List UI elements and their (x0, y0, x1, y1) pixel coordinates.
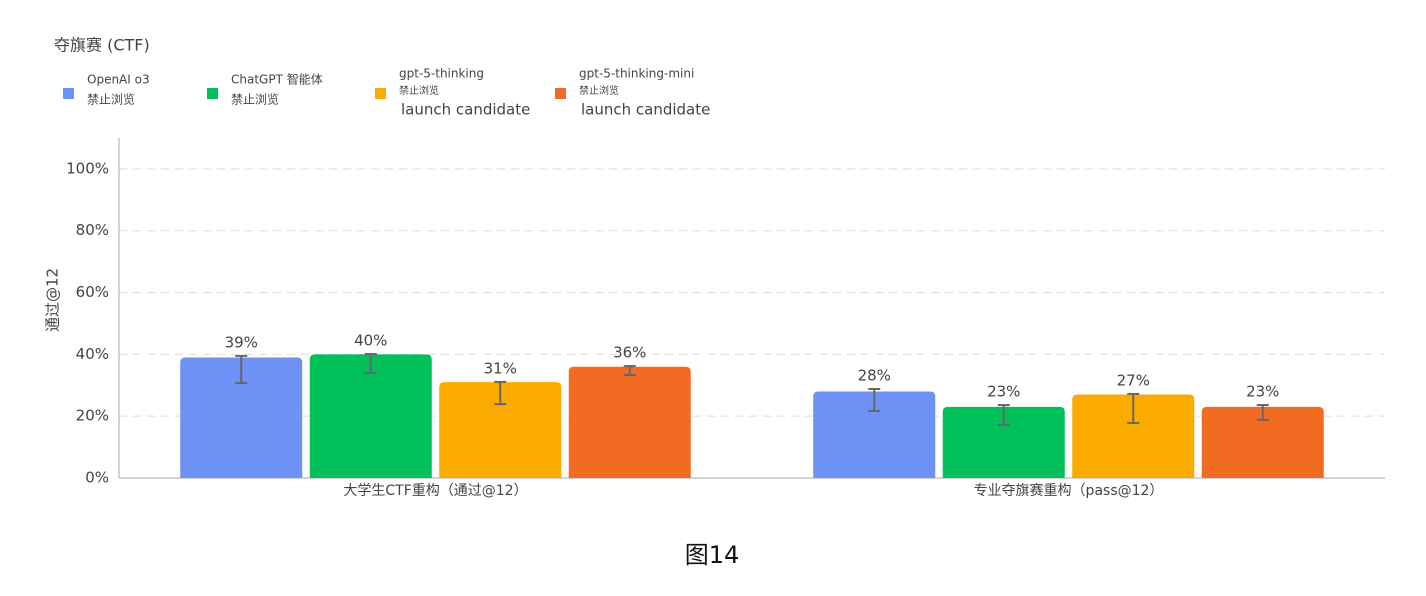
legend-label: launch candidate (581, 101, 710, 119)
legend-label: ChatGPT 智能体 (231, 72, 323, 87)
error-bar (868, 387, 881, 412)
bar (813, 391, 936, 478)
legend-label: 禁止浏览 (579, 84, 619, 97)
legend-label: gpt-5-thinking (399, 67, 484, 81)
bar (942, 406, 1065, 478)
value-label: 36% (613, 344, 646, 362)
bar (180, 357, 303, 478)
bar (439, 382, 562, 478)
error-bar (1256, 404, 1269, 421)
legend-label: 禁止浏览 (231, 92, 279, 107)
legend-label: 禁止浏览 (87, 92, 135, 107)
caption: 图14 (685, 541, 740, 569)
y-tick-label: 40% (76, 345, 109, 363)
bar (1201, 406, 1324, 478)
value-label: 23% (1246, 383, 1279, 401)
value-label: 40% (354, 332, 387, 350)
legend-label: launch candidate (401, 101, 530, 119)
y-tick-label: 60% (76, 283, 109, 301)
bar (309, 354, 432, 478)
chart-title: 夺旗赛 (CTF) (54, 36, 150, 55)
error-bar (235, 354, 248, 385)
value-label: 27% (1117, 371, 1150, 389)
legend-label: OpenAI o3 (87, 73, 150, 87)
legend-swatch (555, 88, 566, 99)
x-tick-label: 专业夺旗赛重构（pass@12） (974, 483, 1164, 499)
error-bar (494, 380, 507, 406)
y-tick-label: 100% (66, 159, 109, 177)
bar (1072, 394, 1195, 478)
y-tick-label: 20% (76, 407, 109, 425)
error-bar (1127, 392, 1140, 424)
x-tick-label: 大学生CTF重构（通过@12） (343, 483, 527, 499)
legend-label: gpt-5-thinking-mini (579, 67, 694, 81)
y-tick-label: 80% (76, 221, 109, 239)
value-label: 23% (987, 383, 1020, 401)
error-bar (364, 353, 377, 374)
legend-swatch (375, 88, 386, 99)
legend-swatch (207, 88, 218, 99)
y-tick-label: 0% (85, 469, 109, 487)
value-label: 31% (484, 359, 517, 377)
bar (568, 366, 691, 478)
value-label: 39% (225, 333, 258, 351)
y-axis-title: 通过@12 (44, 268, 62, 332)
value-label: 28% (858, 366, 891, 384)
error-bar (623, 365, 636, 377)
error-bar (997, 404, 1010, 426)
legend-label: 禁止浏览 (399, 84, 439, 97)
legend-swatch (63, 88, 74, 99)
